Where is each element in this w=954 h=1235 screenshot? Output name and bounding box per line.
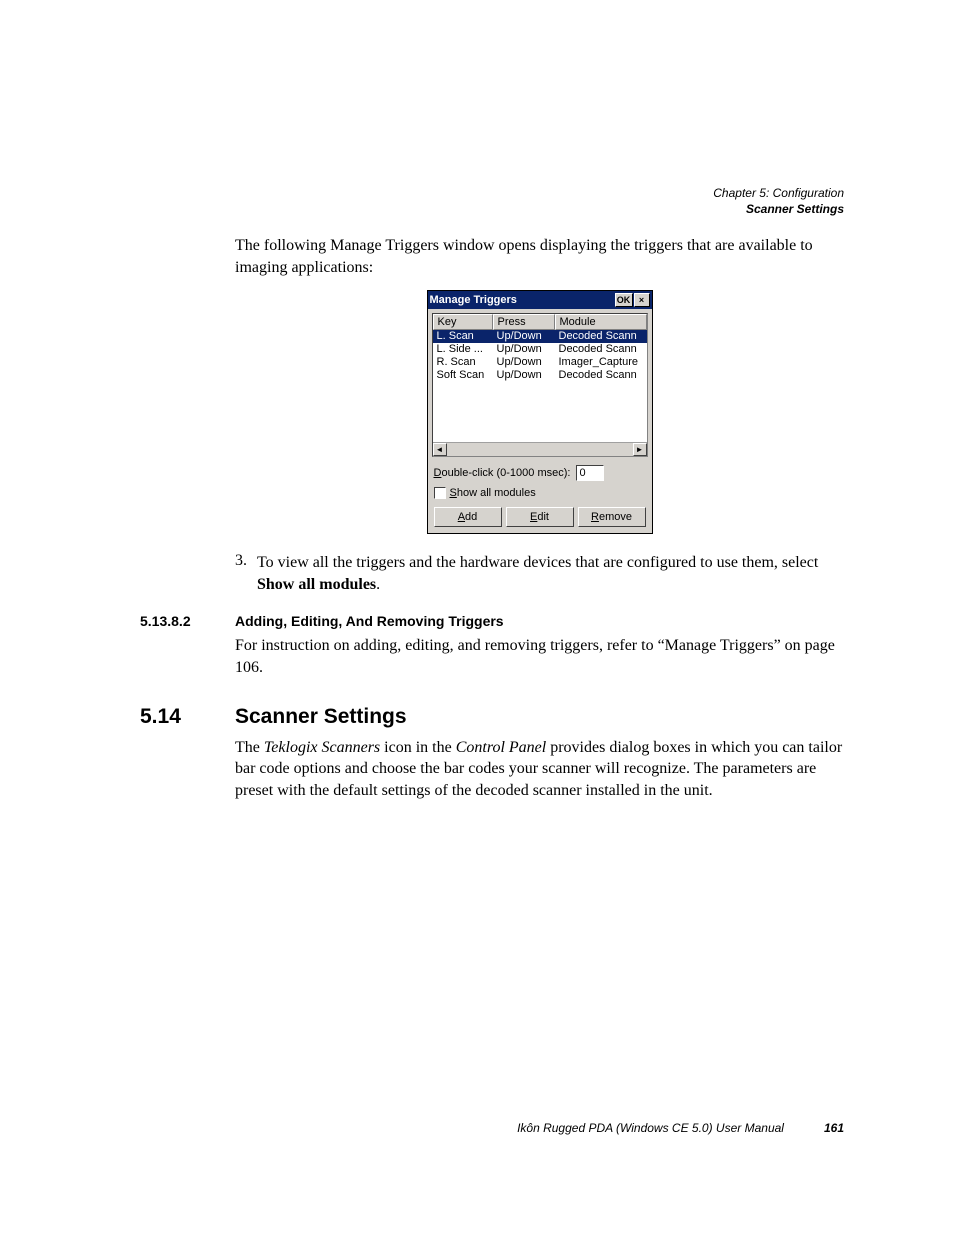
table-cell: L. Scan: [433, 330, 493, 343]
triggers-listview[interactable]: KeyPressModule L. ScanUp/DownDecoded Sca…: [432, 313, 648, 457]
table-cell: Up/Down: [493, 369, 555, 382]
show-all-checkbox[interactable]: [434, 487, 446, 499]
table-cell: Up/Down: [493, 343, 555, 356]
table-cell: Decoded Scann: [555, 330, 647, 343]
table-cell: Imager_Capture: [555, 356, 647, 369]
table-row[interactable]: L. ScanUp/DownDecoded Scann: [433, 330, 647, 343]
edit-button[interactable]: Edit: [506, 507, 574, 527]
page-footer: Ikôn Rugged PDA (Windows CE 5.0) User Ma…: [140, 1121, 844, 1135]
header-chapter: Chapter 5: Configuration: [713, 185, 844, 201]
section-heading: 5.14 Scanner Settings: [140, 705, 844, 729]
step-number: 3.: [235, 552, 257, 595]
table-cell: R. Scan: [433, 356, 493, 369]
close-button[interactable]: ×: [634, 293, 650, 307]
step-3: 3. To view all the triggers and the hard…: [235, 552, 844, 595]
footer-page-number: 161: [824, 1121, 844, 1135]
table-cell: Soft Scan: [433, 369, 493, 382]
section-title: Scanner Settings: [235, 705, 407, 729]
ok-button[interactable]: OK: [615, 293, 633, 307]
scroll-track[interactable]: [447, 443, 633, 456]
table-cell: Decoded Scann: [555, 369, 647, 382]
dialog-button-row: Add Edit Remove: [432, 505, 648, 529]
footer-manual-title: Ikôn Rugged PDA (Windows CE 5.0) User Ma…: [517, 1121, 784, 1135]
scroll-right-icon[interactable]: ►: [633, 443, 647, 456]
table-row[interactable]: R. ScanUp/DownImager_Capture: [433, 356, 647, 369]
add-button[interactable]: Add: [434, 507, 502, 527]
manage-triggers-dialog: Manage Triggers OK × KeyPressModule L. S…: [427, 290, 653, 534]
double-click-label: Double-click (0-1000 msec):: [434, 467, 571, 479]
subsection-heading: 5.13.8.2 Adding, Editing, And Removing T…: [140, 613, 844, 629]
double-click-input[interactable]: [576, 465, 604, 481]
table-cell: Decoded Scann: [555, 343, 647, 356]
listview-header: KeyPressModule: [433, 314, 647, 330]
page-header: Chapter 5: Configuration Scanner Setting…: [713, 185, 844, 217]
listview-rows: L. ScanUp/DownDecoded ScannL. Side ...Up…: [433, 330, 647, 442]
section-number: 5.14: [140, 705, 235, 729]
intro-paragraph: The following Manage Triggers window ope…: [235, 235, 844, 278]
horizontal-scrollbar[interactable]: ◄ ►: [433, 442, 647, 456]
column-header[interactable]: Module: [555, 314, 647, 330]
table-cell: L. Side ...: [433, 343, 493, 356]
scroll-left-icon[interactable]: ◄: [433, 443, 447, 456]
show-all-label: Show all modules: [450, 487, 536, 499]
table-cell: Up/Down: [493, 356, 555, 369]
subsection-title: Adding, Editing, And Removing Triggers: [235, 613, 504, 629]
remove-button[interactable]: Remove: [578, 507, 646, 527]
table-row[interactable]: L. Side ...Up/DownDecoded Scann: [433, 343, 647, 356]
step-text: To view all the triggers and the hardwar…: [257, 552, 844, 595]
subsection-number: 5.13.8.2: [140, 613, 235, 629]
table-row[interactable]: Soft ScanUp/DownDecoded Scann: [433, 369, 647, 382]
dialog-title: Manage Triggers: [430, 294, 614, 306]
dialog-titlebar: Manage Triggers OK ×: [428, 291, 652, 309]
table-cell: Up/Down: [493, 330, 555, 343]
header-section: Scanner Settings: [713, 201, 844, 217]
column-header[interactable]: Key: [433, 314, 493, 330]
double-click-row: Double-click (0-1000 msec):: [434, 465, 646, 481]
subsection-paragraph: For instruction on adding, editing, and …: [235, 635, 844, 678]
section-paragraph: The Teklogix Scanners icon in the Contro…: [235, 737, 844, 802]
column-header[interactable]: Press: [493, 314, 555, 330]
show-all-row: Show all modules: [434, 487, 646, 499]
